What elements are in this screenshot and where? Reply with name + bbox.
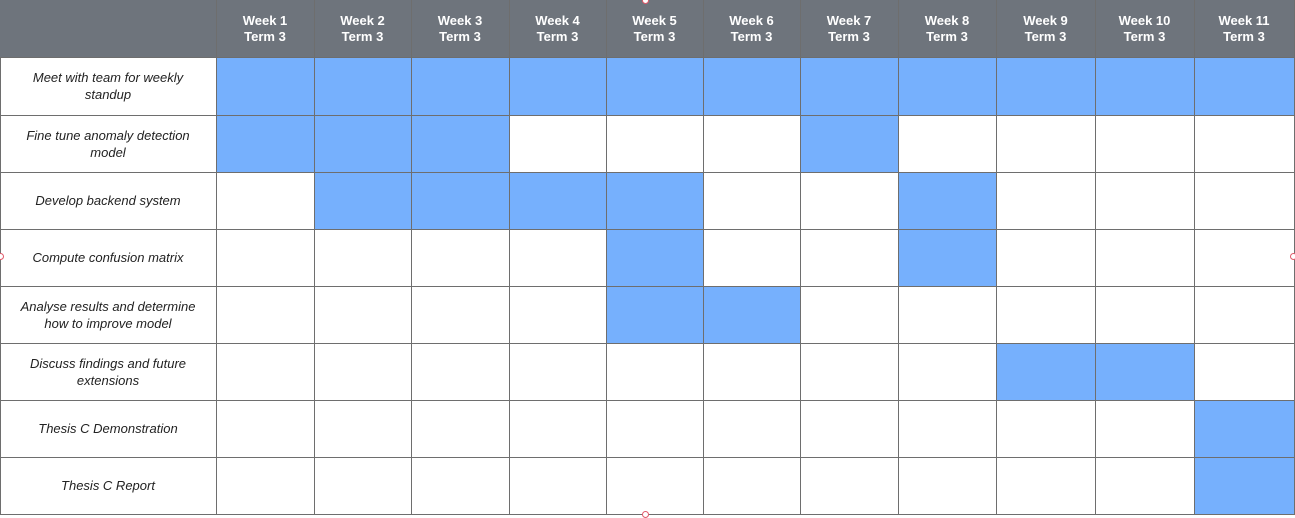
week-header-11: Week 11 Term 3 xyxy=(1194,0,1294,57)
term-label: Term 3 xyxy=(536,28,579,44)
week-header-1: Week 1 Term 3 xyxy=(216,0,314,57)
week-label: Week 3 xyxy=(437,12,483,28)
grid-line-horizontal xyxy=(0,400,1295,401)
task-label: Analyse results and determine how to imp… xyxy=(20,298,196,331)
task-bar[interactable] xyxy=(606,229,704,286)
grid-line-vertical xyxy=(1194,0,1195,515)
term-label: Term 3 xyxy=(1223,28,1265,44)
grid-line-horizontal xyxy=(0,115,1295,116)
task-label: Discuss findings and future extensions xyxy=(29,355,187,388)
grid-line-vertical xyxy=(996,0,997,515)
week-label: Week 2 xyxy=(340,12,385,28)
week-header-8: Week 8 Term 3 xyxy=(898,0,996,57)
week-header-7: Week 7 Term 3 xyxy=(800,0,898,57)
grid-line-horizontal xyxy=(0,229,1295,230)
task-bar[interactable] xyxy=(216,57,1295,115)
week-label: Week 5 xyxy=(632,12,677,28)
term-label: Term 3 xyxy=(439,28,481,44)
grid-line-horizontal xyxy=(0,457,1295,458)
week-header-6: Week 6 Term 3 xyxy=(703,0,800,57)
grid-line-vertical xyxy=(314,0,315,515)
task-bar[interactable] xyxy=(1194,457,1295,514)
grid-line-vertical xyxy=(800,0,801,515)
term-label: Term 3 xyxy=(1024,28,1067,44)
term-label: Term 3 xyxy=(926,28,968,44)
header-row xyxy=(0,0,1295,57)
task-bar[interactable] xyxy=(898,229,997,286)
task-bar[interactable] xyxy=(800,115,899,172)
week-label: Week 6 xyxy=(729,12,774,28)
week-label: Week 7 xyxy=(826,12,872,28)
week-header-10: Week 10 Term 3 xyxy=(1095,0,1194,57)
task-label: Develop backend system xyxy=(35,193,181,208)
task-label: Thesis C Demonstration xyxy=(38,421,178,436)
grid-line-vertical xyxy=(411,0,412,515)
week-label: Week 4 xyxy=(535,12,580,28)
week-header-5: Week 5 Term 3 xyxy=(606,0,703,57)
grid-line-vertical xyxy=(703,0,704,515)
term-label: Term 3 xyxy=(633,28,676,44)
week-label: Week 1 xyxy=(242,12,288,28)
term-label: Term 3 xyxy=(1123,28,1166,44)
grid-line-horizontal xyxy=(0,343,1295,344)
task-label: Fine tune anomaly detection model xyxy=(26,127,190,160)
resize-handle[interactable] xyxy=(1290,253,1295,260)
week-header-3: Week 3 Term 3 xyxy=(411,0,509,57)
term-label: Term 3 xyxy=(341,28,384,44)
resize-handle[interactable] xyxy=(642,0,649,4)
week-label: Week 11 xyxy=(1218,12,1270,28)
grid-line-horizontal xyxy=(0,57,1295,58)
grid-line-vertical xyxy=(509,0,510,515)
task-bar[interactable] xyxy=(898,172,997,229)
grid-line-horizontal xyxy=(0,286,1295,287)
grid-line-vertical xyxy=(216,0,217,515)
task-label: Meet with team for weekly standup xyxy=(32,70,184,102)
task-label: Thesis C Report xyxy=(61,478,155,493)
term-label: Term 3 xyxy=(730,28,773,44)
week-header-9: Week 9 Term 3 xyxy=(996,0,1095,57)
grid-line-vertical xyxy=(1095,0,1096,515)
week-label: Week 8 xyxy=(924,12,970,28)
resize-handle[interactable] xyxy=(0,253,4,260)
week-header-4: Week 4 Term 3 xyxy=(509,0,606,57)
task-label: Compute confusion matrix xyxy=(32,250,184,265)
week-label: Week 10 xyxy=(1118,12,1171,28)
grid-line-horizontal xyxy=(0,172,1295,173)
term-label: Term 3 xyxy=(244,28,286,44)
grid-line-vertical xyxy=(0,57,1,515)
grid-line-vertical xyxy=(898,0,899,515)
task-bar[interactable] xyxy=(1194,400,1295,457)
week-label: Week 9 xyxy=(1023,12,1068,28)
grid-line-vertical xyxy=(606,0,607,515)
week-header-2: Week 2 Term 3 xyxy=(314,0,411,57)
term-label: Term 3 xyxy=(828,28,870,44)
task-bar[interactable] xyxy=(216,115,510,172)
